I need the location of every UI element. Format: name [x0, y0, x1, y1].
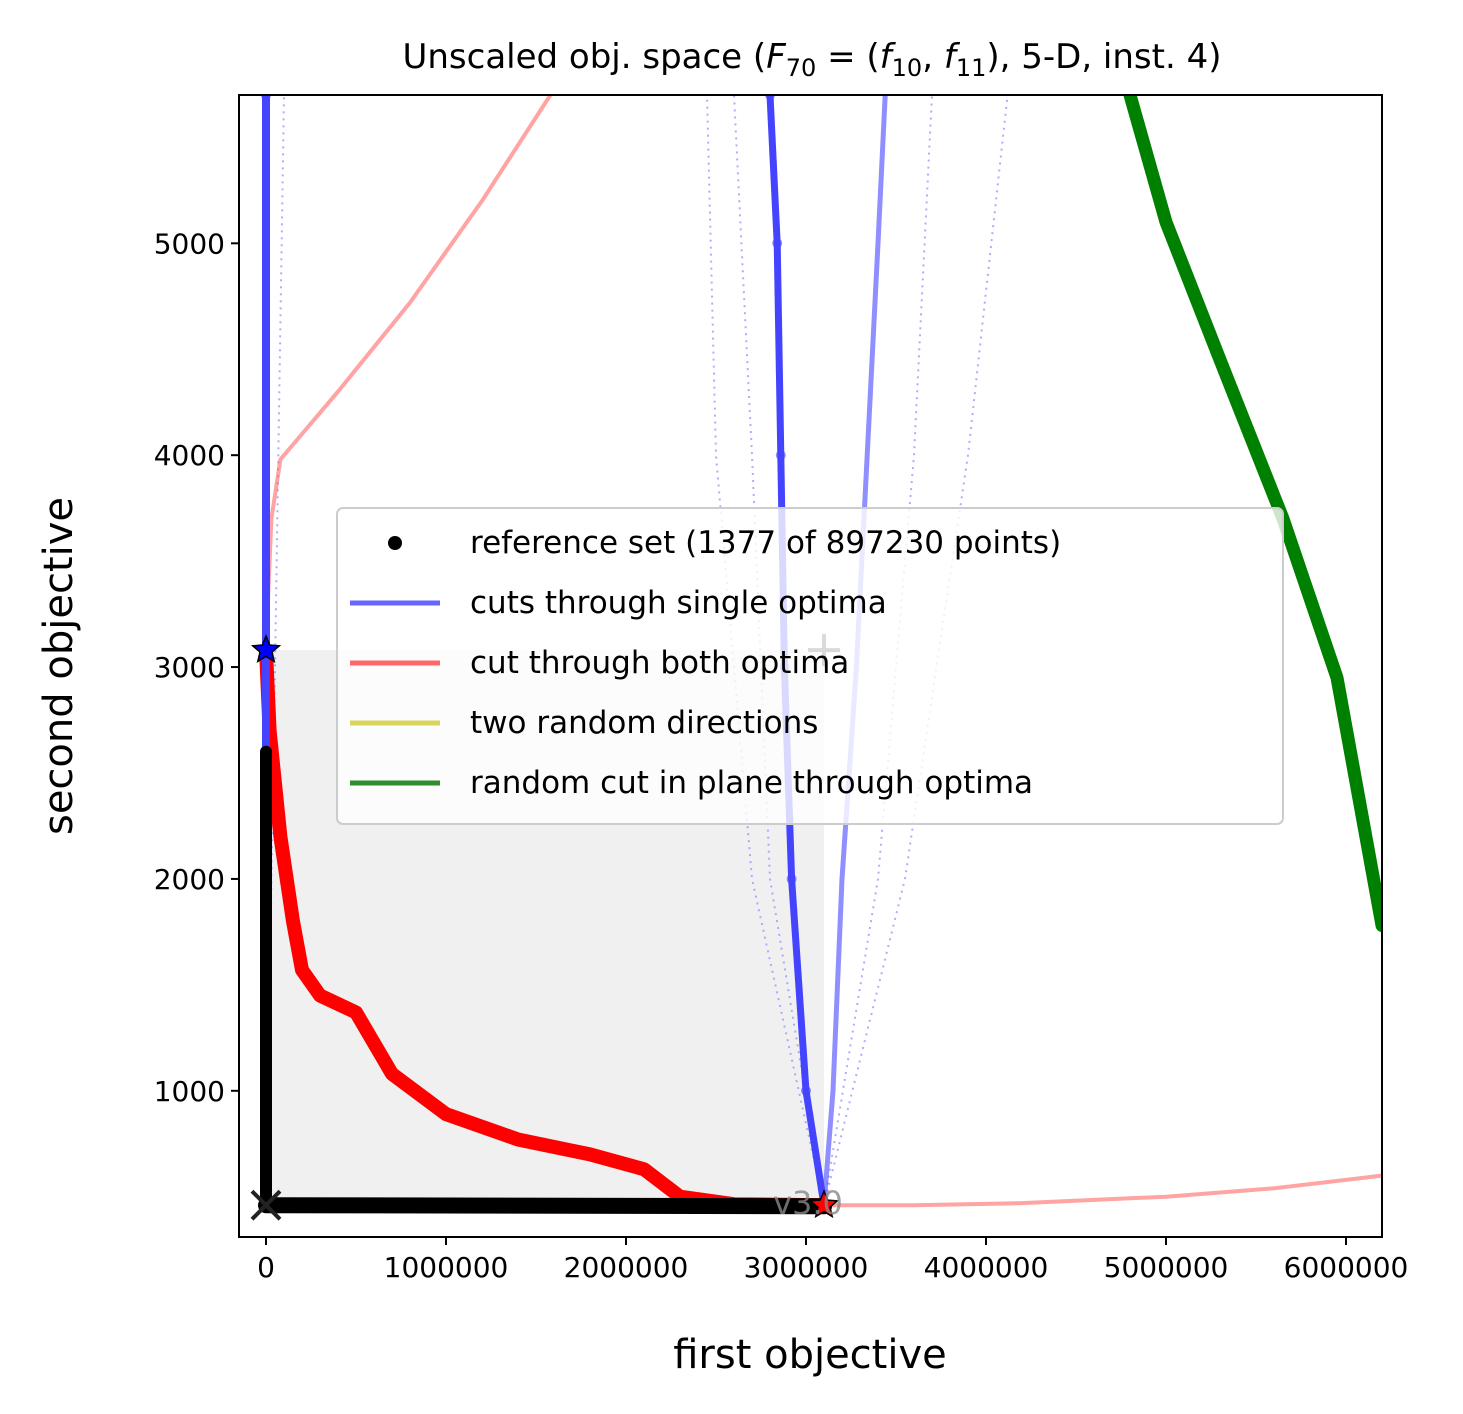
ideal-point-x: [250, 1189, 282, 1221]
series-upper-0: [264, 95, 553, 648]
y-tick-label-0: 1000: [154, 1075, 225, 1108]
cut-point-4-6: [765, 95, 775, 100]
plot-frame: [238, 94, 1383, 1238]
title-f1-sub: 10: [892, 54, 923, 82]
y-axis: 1000 2000 3000 4000 5000: [154, 227, 239, 1108]
series-horizontal-7: [258, 1197, 832, 1215]
y-axis-label: second objective: [36, 497, 82, 835]
cut-point-4-5: [772, 238, 783, 249]
x-tick-label-3: 3000000: [744, 1251, 869, 1284]
legend-label-2: cut through both optima: [470, 645, 849, 681]
y-tick-label-1: 2000: [154, 863, 225, 896]
version-annotation: v3.0: [773, 1184, 843, 1222]
cut-point-4-1: [801, 1085, 811, 1096]
chart-title: Unscaled obj. space (F70 = (f10, f11), 5…: [402, 37, 1221, 82]
title-comma: ,: [922, 37, 944, 77]
title-suffix: ), 5-D, inst. 4): [986, 37, 1221, 77]
title-F: F: [766, 37, 786, 77]
title-f2-sub: 11: [956, 54, 987, 82]
optimum-1-star: [250, 634, 282, 663]
x-tick-label-2: 2000000: [564, 1251, 689, 1284]
cut-point-4-4: [775, 450, 786, 461]
legend-label-3: two random directions: [470, 705, 818, 741]
title-prefix: Unscaled obj. space (: [402, 37, 766, 77]
title-eq: = (: [816, 37, 879, 77]
x-tick-label-4: 4000000: [924, 1251, 1049, 1284]
series-main-6: [1123, 95, 1382, 932]
legend-label-4: random cut in plane through optima: [470, 765, 1033, 801]
y-tick-label-3: 4000: [154, 439, 225, 472]
series-front-2: [259, 643, 831, 1213]
cut-point-4-2: [786, 873, 797, 884]
legend-box: [336, 507, 1284, 825]
legend-label-1: cuts through single optima: [470, 585, 887, 621]
legend-swatch-0: [388, 536, 402, 550]
legend-label-0: reference set (1377 of 897230 points): [470, 525, 1061, 561]
cut-point-3-3: [261, 95, 271, 100]
y-tick-label-4: 5000: [154, 227, 225, 260]
series-lower-1: [822, 1173, 1382, 1208]
x-axis: 0 1000000 2000000 3000000 4000000 5000000 6000…: [257, 1237, 1408, 1284]
x-tick-label-1: 1000000: [384, 1251, 509, 1284]
y-tick-label-2: 3000: [154, 651, 225, 684]
title-F-sub: 70: [786, 54, 817, 82]
x-tick-label-5: 5000000: [1104, 1251, 1229, 1284]
dotted-cut-3: [823, 95, 1009, 1206]
legend: reference set (1377 of 897230 points) cut…: [336, 507, 1284, 825]
x-tick-label-0: 0: [257, 1251, 275, 1284]
x-axis-label: first objective: [673, 1332, 947, 1378]
x-tick-label-6: 6000000: [1284, 1251, 1409, 1284]
optimum-2-star: [808, 1189, 840, 1219]
